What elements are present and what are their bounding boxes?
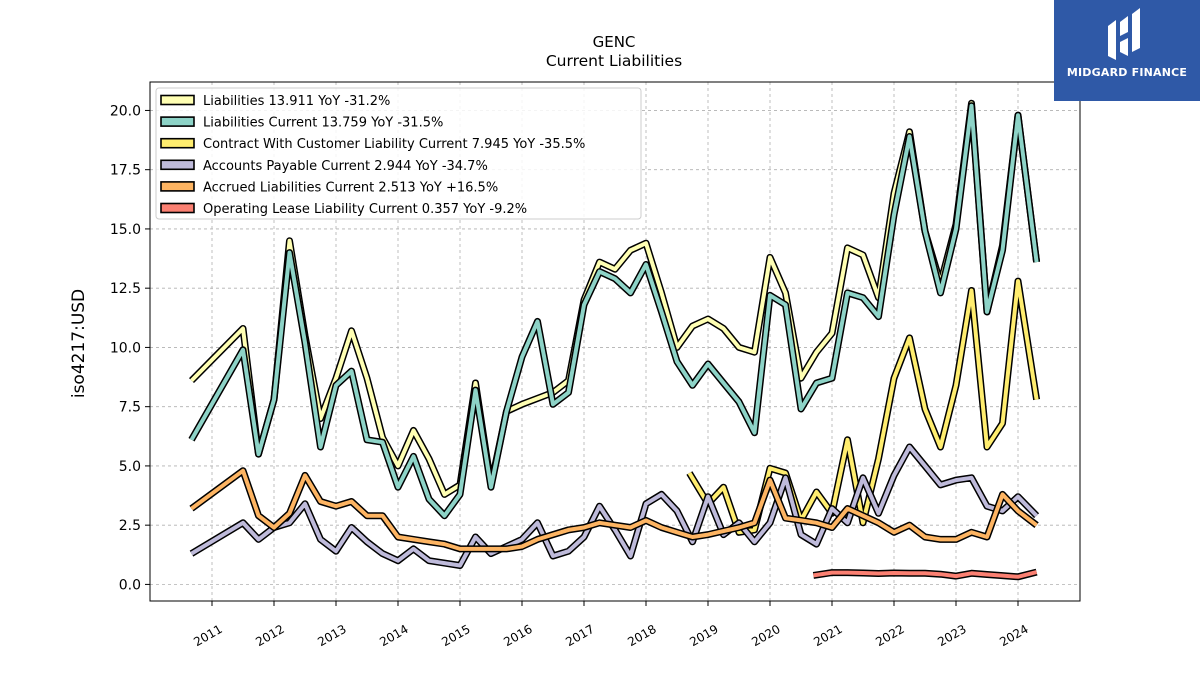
series-outline [189,443,1040,569]
y-tick-label: 20.0 [110,103,141,119]
x-tick-label: 2014 [377,622,410,649]
x-tick-label: 2024 [997,622,1030,649]
y-tick-label: 7.5 [119,400,141,416]
legend-entry-label: Liabilities Current 13.759 YoY -31.5% [203,116,443,131]
legend-entry-label: Accrued Liabilities Current 2.513 YoY +1… [203,180,498,195]
y-tick-label: 2.5 [119,518,141,534]
y-axis-label: iso4217:USD [69,289,89,398]
plot-frame [149,81,1081,602]
x-tick-label: 2021 [811,622,844,649]
series-line [189,103,1039,518]
y-tick-label: 12.5 [110,281,141,297]
legend-swatch [160,202,195,214]
chart-title: GENC [592,33,636,51]
x-tick-label: 2017 [563,622,596,649]
y-tick-label: 0.0 [119,577,141,593]
x-tick-label: 2012 [253,622,286,649]
y-tick-label: 5.0 [119,459,141,475]
x-tick-label: 2016 [501,622,534,649]
legend-box [155,87,642,220]
legend-entry-label: Operating Lease Liability Current 0.357 … [203,202,527,217]
legend-swatch [160,159,195,171]
x-tick-label: 2023 [935,622,968,649]
y-tick-label: 10.0 [110,340,141,356]
y-tick-label: 15.0 [110,222,141,238]
y-tick-label: 17.5 [110,163,141,179]
legend-entry-label: Liabilities 13.911 YoY -31.2% [203,94,390,109]
midgard-logo-icon [1108,8,1140,60]
series-line [190,445,1039,568]
chart-subtitle: Current Liabilities [545,52,683,70]
legend-entry-label: Contract With Customer Liability Current… [203,137,585,152]
x-tick-label: 2019 [687,622,720,649]
x-tick-label: 2020 [749,622,782,649]
legend-entry-label: Accounts Payable Current 2.944 YoY -34.7… [203,159,488,174]
series-line [190,468,1038,551]
legend-swatch [160,94,195,106]
x-tick-label: 2022 [873,622,906,649]
series-line [813,570,1038,579]
brand-logo: MIDGARD FINANCE [1054,0,1200,101]
legend-swatch [160,181,195,192]
x-tick-label: 2018 [625,622,658,649]
x-tick-label: 2015 [439,622,472,649]
x-tick-label: 2011 [191,622,224,649]
logo-text: MIDGARD FINANCE [1066,66,1188,79]
legend-swatch [160,116,195,127]
x-tick-label: 2013 [315,622,348,649]
legend: Liabilities 13.911 YoY -31.2% Liabilities… [155,87,642,220]
legend-swatch [160,137,195,149]
